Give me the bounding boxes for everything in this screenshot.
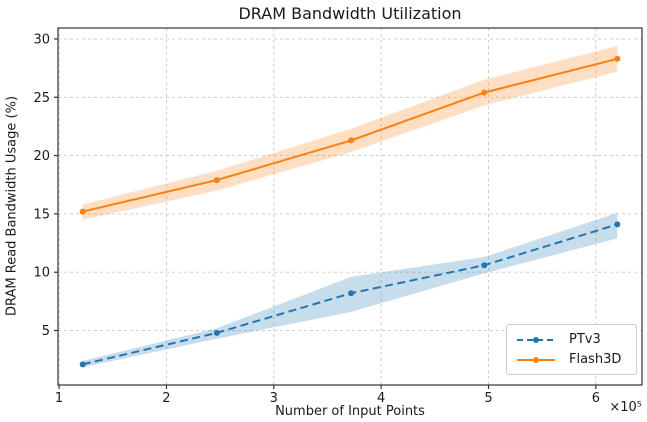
x-tick-label: 4 — [377, 391, 385, 406]
x-axis-label: Number of Input Points — [275, 404, 425, 419]
axis-ticks: 1 2 3 4 5 6 5 10 15 20 25 30 — [33, 32, 600, 406]
series-ptv3 — [79, 221, 621, 368]
y-tick-label: 30 — [33, 32, 50, 47]
legend: PTv3 Flash3D — [506, 324, 637, 375]
data-point-flash3d — [348, 137, 355, 144]
x-tick-label: 3 — [270, 391, 278, 406]
y-tick-label: 25 — [33, 91, 50, 106]
data-point-flash3d — [79, 208, 86, 215]
legend-item-flash3d: Flash3D — [515, 352, 630, 367]
chart-title: DRAM Bandwidth Utilization — [238, 4, 462, 23]
x-tick-label: 6 — [592, 391, 600, 406]
band-ptv3 — [82, 212, 618, 368]
legend-label-flash3d: Flash3D — [569, 352, 622, 367]
ptv3-line-sample-icon — [517, 336, 555, 343]
x-tick-label: 5 — [484, 391, 492, 406]
y-tick-label: 15 — [33, 207, 50, 222]
y-tick-label: 5 — [42, 324, 50, 339]
legend-label-ptv3: PTv3 — [569, 332, 601, 347]
y-tick-label: 20 — [33, 149, 50, 164]
y-tick-label: 10 — [33, 266, 50, 281]
data-point-ptv3 — [348, 290, 355, 297]
band-flash3d — [82, 45, 618, 220]
data-point-flash3d — [614, 55, 621, 62]
data-point-ptv3 — [614, 221, 621, 228]
data-point-ptv3 — [79, 361, 86, 368]
legend-item-ptv3: PTv3 — [515, 332, 630, 347]
y-axis-label: DRAM Read Bandwidth Usage (%) — [4, 95, 20, 317]
data-point-flash3d — [213, 177, 220, 184]
series-flash3d — [79, 55, 621, 215]
x-axis-scale-offset: ×10⁵ — [609, 400, 642, 415]
x-tick-label: 1 — [55, 391, 63, 406]
data-point-ptv3 — [213, 329, 220, 336]
plot-border — [57, 27, 643, 386]
data-point-flash3d — [481, 89, 488, 96]
flash3d-line-sample-icon — [517, 356, 555, 363]
data-point-ptv3 — [481, 262, 488, 269]
x-tick-label: 2 — [162, 391, 170, 406]
